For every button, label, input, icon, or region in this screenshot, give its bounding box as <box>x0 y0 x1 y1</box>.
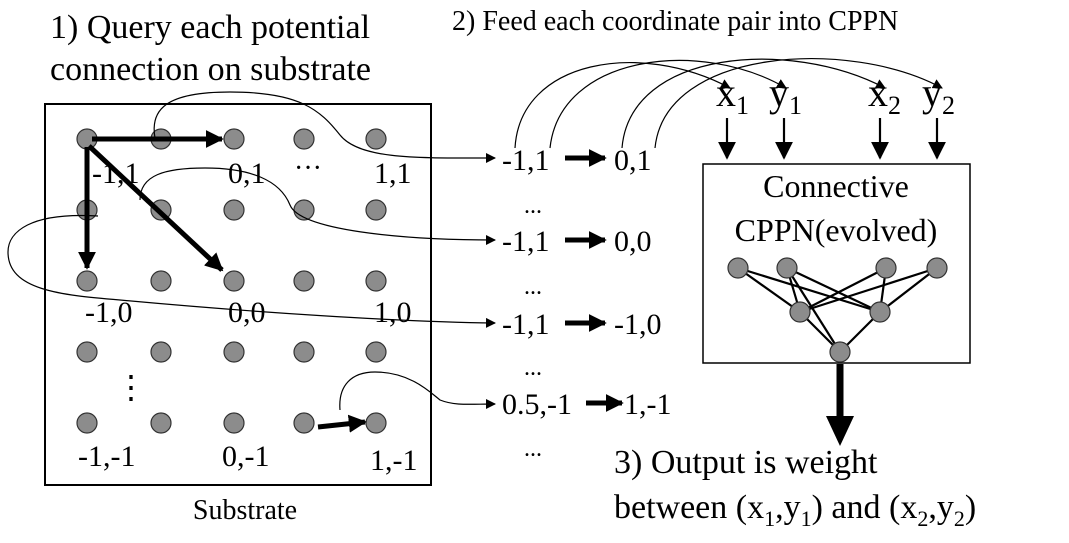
step1-title-line1: 1) Query each potential <box>50 9 370 46</box>
query-from: -1,1 <box>502 144 550 177</box>
input-x2: x2 <box>868 70 901 120</box>
query-from: -1,1 <box>502 308 550 341</box>
coord-ellipsis: ··· <box>294 153 322 184</box>
substrate-node <box>223 128 245 150</box>
step2-title: 2) Feed each coordinate pair into CPPN <box>452 6 898 37</box>
cppn-nodes <box>727 257 948 363</box>
feed-arc <box>654 58 943 149</box>
input-x1: x1 <box>716 70 749 120</box>
substrate-node <box>150 270 172 292</box>
query-from: 0.5,-1 <box>502 388 572 421</box>
substrate-node <box>293 341 315 363</box>
cppn-hidden-node <box>789 301 811 323</box>
query-to: 0,0 <box>614 225 652 258</box>
substrate-node <box>293 270 315 292</box>
substrate-box <box>44 103 432 486</box>
substrate-node <box>223 341 245 363</box>
query-connector <box>153 91 496 164</box>
coord-label: -1,0 <box>85 296 133 329</box>
coord-label: 0,-1 <box>222 440 270 473</box>
substrate-node <box>223 412 245 434</box>
substrate-node <box>365 199 387 221</box>
query-arrow-to-1-neg1 <box>317 414 367 433</box>
input-y2: y2 <box>922 70 955 120</box>
cppn-inputs: x1 y1 x2 y2 <box>716 70 955 120</box>
query-to: 0,1 <box>614 144 652 177</box>
cppn-box <box>702 163 971 364</box>
cppn-title-line1: Connective <box>763 168 909 204</box>
query-ellipsis: ... <box>524 193 542 219</box>
query-from: -1,1 <box>502 225 550 258</box>
step3-title-line2: between (x1,y1) and (x2,y2) <box>614 489 976 531</box>
query-to: 1,-1 <box>624 388 672 421</box>
cppn-input-node <box>776 257 798 279</box>
cppn-input-node <box>875 257 897 279</box>
coord-label: -1,1 <box>92 157 140 190</box>
query-ellipsis: ... <box>524 436 542 462</box>
substrate-node <box>293 412 315 434</box>
substrate-node <box>365 341 387 363</box>
cppn-title-line2: CPPN(evolved) <box>735 212 938 248</box>
query-connector <box>339 371 496 411</box>
substrate-node <box>150 341 172 363</box>
query-connector <box>139 167 496 245</box>
input-y1: y1 <box>769 70 802 120</box>
query-list: -1,1 0,1 ... -1,1 0,0 ... -1,1 -1,0 ... … <box>502 144 672 462</box>
substrate-node <box>365 128 387 150</box>
cppn-hidden-node <box>869 301 891 323</box>
feed-arc <box>514 62 731 149</box>
query-ellipsis: ... <box>524 274 542 300</box>
substrate-node <box>76 412 98 434</box>
substrate-node <box>365 270 387 292</box>
substrate-nodes <box>76 128 387 434</box>
substrate-node <box>76 341 98 363</box>
substrate-node <box>223 199 245 221</box>
coord-label: -1,-1 <box>78 440 135 473</box>
substrate-vdots: ⋮ <box>115 369 147 405</box>
substrate-node <box>150 412 172 434</box>
cppn-input-node <box>926 257 948 279</box>
query-connector <box>7 214 496 328</box>
feed-arc <box>549 59 787 149</box>
coord-label: 0,0 <box>228 296 266 329</box>
step3-title-line1: 3) Output is weight <box>614 444 878 481</box>
cppn-output-node <box>829 341 851 363</box>
coord-label: 1,1 <box>374 157 412 190</box>
query-to: -1,0 <box>614 308 662 341</box>
substrate-node <box>76 270 98 292</box>
substrate-node <box>223 270 245 292</box>
step1-title-line2: connection on substrate <box>50 51 371 88</box>
query-arrow-to-0-0 <box>87 144 224 272</box>
coord-label: 1,-1 <box>370 444 418 477</box>
cppn-input-node <box>727 257 749 279</box>
coord-label: 1,0 <box>374 296 412 329</box>
output-arrow-head <box>826 416 854 446</box>
coord-label: 0,1 <box>228 157 266 190</box>
substrate-node <box>365 412 387 434</box>
query-ellipsis: ... <box>524 355 542 381</box>
substrate-node <box>293 128 315 150</box>
substrate-caption: Substrate <box>193 495 297 526</box>
feed-arc <box>621 58 886 149</box>
cppn-network-edges <box>737 266 938 353</box>
